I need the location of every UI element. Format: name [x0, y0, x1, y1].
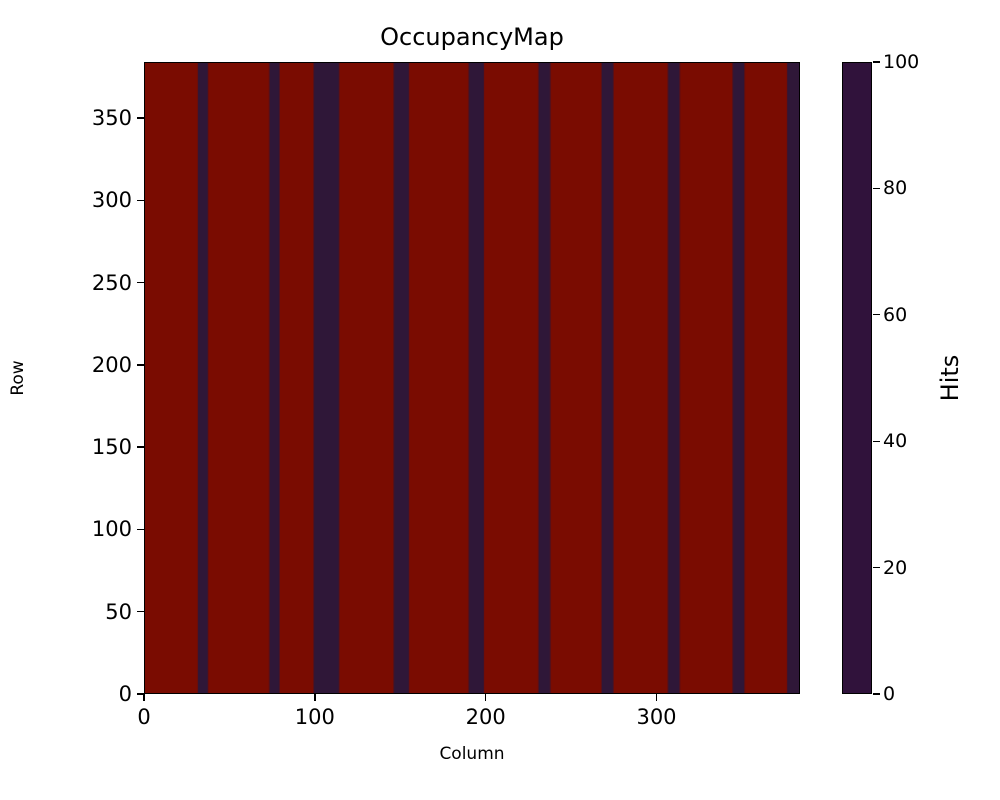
y-tick-mark [137, 364, 144, 366]
heatmap-image [145, 63, 799, 693]
colorbar-gradient [843, 63, 871, 693]
colorbar-tick-label: 60 [883, 303, 908, 326]
y-tick-label: 150 [91, 435, 132, 460]
y-tick-label: 0 [118, 682, 132, 706]
x-tick-mark [655, 694, 658, 701]
colorbar[interactable] [842, 62, 872, 694]
y-tick-label: 50 [105, 599, 132, 624]
colorbar-tick-label: 0 [883, 683, 896, 705]
y-tick-label: 250 [91, 270, 132, 295]
y-tick-mark [137, 199, 144, 201]
y-tick-mark [137, 693, 144, 695]
colorbar-tick-mark [873, 314, 880, 316]
x-tick-mark [143, 694, 145, 701]
x-tick-label: 100 [294, 705, 335, 729]
y-tick-label: 300 [91, 188, 132, 213]
y-tick-label: 200 [91, 352, 132, 377]
x-tick-label: 0 [137, 705, 151, 729]
x-tick-label: 200 [465, 705, 506, 729]
colorbar-tick-mark [873, 440, 880, 442]
y-tick-mark [137, 611, 144, 613]
colorbar-tick-label: 80 [883, 177, 908, 200]
y-tick-label: 100 [91, 517, 132, 542]
x-tick-mark [484, 694, 487, 701]
colorbar-tick-label: 20 [883, 556, 908, 579]
x-tick-label: 300 [636, 705, 677, 729]
y-tick-mark [137, 117, 144, 119]
page-title: OccupancyMap [380, 23, 564, 51]
heatmap-plot-area[interactable] [144, 62, 800, 694]
y-axis-label: Row [8, 360, 28, 396]
colorbar-tick-label: 40 [883, 430, 908, 453]
colorbar-tick-mark [873, 566, 880, 569]
y-tick-mark [137, 446, 144, 448]
x-axis-label: Column [439, 744, 505, 764]
colorbar-label: Hits [936, 354, 964, 402]
y-tick-mark [137, 528, 144, 531]
colorbar-tick-label: 100 [883, 51, 920, 73]
y-tick-mark [137, 281, 144, 284]
y-tick-label: 350 [91, 105, 132, 130]
colorbar-tick-mark [873, 693, 880, 695]
colorbar-tick-mark [873, 187, 880, 190]
x-tick-mark [314, 694, 316, 701]
colorbar-tick-mark [873, 61, 880, 63]
